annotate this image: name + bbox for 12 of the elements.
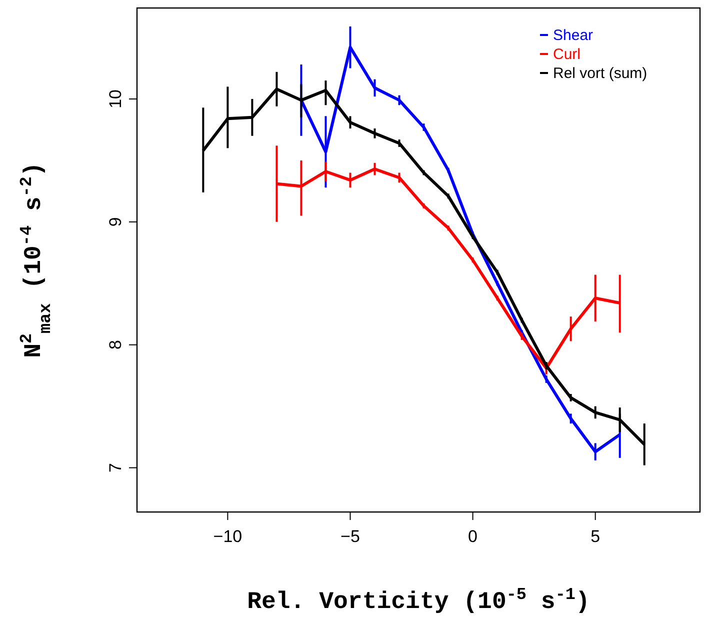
y-tick-label: 7 <box>106 463 125 472</box>
y-tick-label: 10 <box>106 90 125 108</box>
legend-label: Rel vort (sum) <box>553 65 648 82</box>
x-tick-label: 5 <box>590 527 600 546</box>
x-axis-title: Rel. Vorticity (10$^{-5}$ s$^{-1}$) <box>247 586 590 616</box>
x-tick-label: −10 <box>213 527 242 546</box>
legend-label: Shear <box>553 27 594 44</box>
legend-label: Curl <box>553 46 581 63</box>
y-tick-label: 9 <box>106 217 125 227</box>
y-tick-label: 8 <box>106 340 125 350</box>
x-tick-label: −5 <box>340 527 360 546</box>
x-tick-label: 0 <box>468 527 478 546</box>
